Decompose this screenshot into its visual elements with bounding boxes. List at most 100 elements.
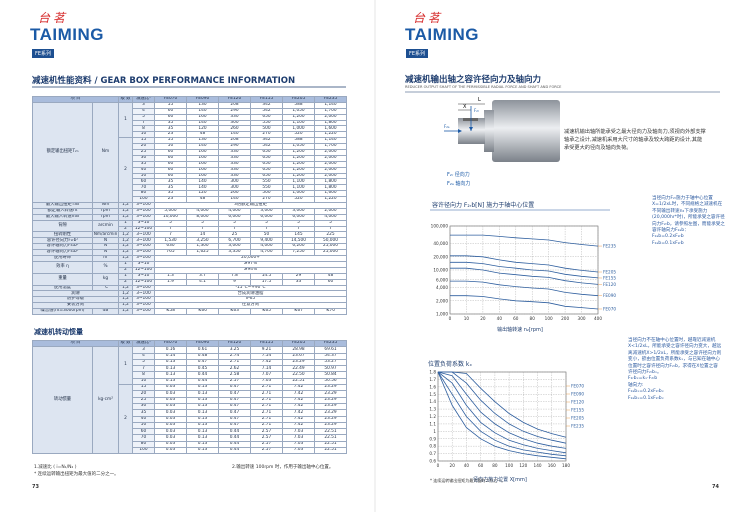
y-tick-label: 1,000 — [436, 312, 448, 317]
legend-label: FE155 — [603, 276, 616, 281]
flange — [484, 110, 494, 152]
table-row: 40 0.03 0.13 0.47 2.71 7.42 23.29 — [33, 415, 347, 423]
y-tick-label: 1.1 — [429, 421, 436, 426]
value-cell: 1,800 — [314, 184, 347, 192]
table-row: 5 0.13 0.47 2.71 7.42 23.29 53.27 — [33, 358, 347, 367]
value-cell: ≤65 — [250, 308, 283, 315]
page-number: 74 — [712, 484, 719, 490]
value-cell: 1,800 — [314, 178, 347, 186]
value-cell: 22.51 — [314, 447, 347, 455]
legend-label: FE155 — [571, 408, 584, 413]
item-cell: 额定输出扭矩T₂ₙ — [32, 101, 93, 204]
y-tick-label: 1 — [433, 429, 436, 434]
legend-label: FE090 — [603, 293, 616, 298]
ratio-cell: 12~100 — [132, 225, 155, 233]
table-row: 70 35 140 300 550 1,100 1,800 — [33, 184, 347, 192]
unit-cell: % — [92, 260, 119, 274]
stage-cell: 1 — [118, 101, 133, 139]
logo: TAIMING — [405, 25, 480, 44]
value-cell: ≤58 — [154, 308, 187, 315]
table-row: 60 35 140 300 550 1,100 1,800 — [33, 178, 347, 186]
value-cell: 0.44 — [218, 447, 251, 455]
x-tick-label: 180 — [562, 463, 570, 468]
table-row: 50 60 160 330 650 1,200 2,000 — [33, 172, 347, 180]
value-cell: 54.37 — [314, 352, 347, 360]
stage-cell: 1,2 — [118, 308, 133, 315]
value-cell: ≤60 — [186, 308, 219, 315]
unit-cell: kg·cm² — [92, 346, 119, 455]
table-row: 容许轴向力F₂ₐb³ N 1,2 3~100 765 1,625 3,350 4,700 7,2… — [32, 249, 347, 257]
unit-cell: Nm — [92, 101, 119, 204]
side-note-line: 当径向力不在轴中心位置时，越靠近减速机X<1/2xL，所能承受之容许径向力变大，… — [628, 338, 722, 376]
side-note-line: F₂ₐb=0.1xF₂ᵣb — [652, 240, 684, 246]
value-cell: 4,000 — [314, 213, 347, 221]
shaft-diagram: L X F₂ᵣ F₂ₐ F₂ᵣ 径向力 F₂ₐ 轴向力 — [444, 97, 560, 187]
value-cell: 22.51 — [314, 434, 347, 442]
y-tick-label: 4,000 — [436, 285, 448, 290]
ratio-cell: 3~100 — [132, 308, 155, 315]
value-cell: 23.29 — [314, 390, 347, 398]
legend-label: FE120 — [571, 400, 584, 405]
x-tick-label: 140 — [534, 463, 542, 468]
radial-legend: F₂ᵣ 径向力 — [447, 171, 470, 178]
table-row: 7 0.13 0.45 2.62 7.14 22.49 50.97 — [33, 365, 347, 373]
series-line — [450, 261, 599, 279]
value-cell: 1,600 — [314, 125, 347, 133]
table-row: 最大输出扭矩T₂B Nm 1,2 3~100 3倍额定输出扭矩 — [32, 202, 347, 209]
table-row: 最大输入转速n₁B rpm 1,2 3~100 10,000 8,000 6,000 6,00… — [32, 213, 347, 221]
table-row: 25 0.03 0.13 0.47 2.71 7.42 23.29 — [33, 396, 347, 404]
legend-label: FE070 — [603, 306, 616, 311]
series-tag: FE系列 — [32, 49, 55, 58]
value-cell: 2,000 — [314, 207, 347, 215]
x-tick-label: 20 — [450, 463, 456, 468]
table-row: 50 0.03 0.13 0.47 2.71 7.42 23.29 — [33, 421, 347, 430]
table-row: 30 0.03 0.13 0.47 2.71 7.42 23.29 — [33, 402, 347, 411]
table-row: 100 23 48 140 270 520 1,220 — [33, 196, 347, 204]
unit-cell: kg — [92, 272, 119, 286]
series-line — [437, 371, 567, 449]
header-row: 项 目级 数减速比¹ FE070 FE090 FE120 FE155 FE205 FE235 — [32, 96, 347, 103]
keyway — [463, 118, 478, 121]
stage-cell: 1 — [118, 346, 133, 386]
axial-legend: F₂ₐ 轴向力 — [447, 180, 470, 187]
side-note: 当径向力不在轴中心位置时，越靠近减速机X<1/2xL，所能承受之容许径向力变大，… — [628, 338, 722, 402]
y-tick-label: 2,000 — [436, 298, 448, 303]
x-tick-label: 120 — [519, 463, 527, 468]
gearbox-body — [492, 100, 560, 162]
table-row: 4 0.14 0.48 2.74 7.54 23.67 54.37 — [33, 352, 347, 360]
header-row: 项 目级 数减速比¹ FE070 FE090 FE120 FE155 FE205 FE235 — [32, 339, 347, 348]
y-tick-label: 1.8 — [429, 370, 436, 375]
value-cell: 1,700 — [314, 143, 347, 151]
table-row: 35 60 160 330 650 1,200 2,000 — [33, 160, 347, 168]
y-tick-label: 1.3 — [429, 407, 436, 412]
radial-arrow-label: F₂ᵣ — [474, 108, 480, 113]
series-line — [437, 371, 567, 460]
header-cell: 级 数 — [118, 96, 133, 103]
value-cell: 50.97 — [314, 365, 347, 373]
value-cell: 2,000 — [314, 166, 347, 174]
header-cell: 级 数 — [118, 339, 133, 348]
legend-label: FE205 — [571, 416, 584, 421]
series-line — [450, 267, 599, 285]
series-tag: FE系列 — [406, 49, 429, 58]
value-cell: 225 — [314, 231, 347, 239]
value-cell: ≤70 — [314, 308, 347, 315]
value-cell: 69.61 — [314, 346, 347, 354]
table-row: 额定输入转速n₁ rpm 1,2 3~100 5,000 4,000 4,000 3,000 3… — [32, 207, 347, 215]
y-tick-label: 1.6 — [429, 384, 436, 389]
x-tick-label: 10 — [464, 316, 470, 321]
side-note-line: 轴向力: — [628, 382, 644, 388]
x-tick-label: 40 — [497, 316, 503, 321]
y-tick-label: 0.6 — [429, 459, 436, 464]
table-row: 转动惯量 kg·cm² 1 3 0.16 0.61 3.25 9.21 28.98 69.61 — [32, 346, 347, 455]
table-row: 7 35 140 300 550 1,100 1,800 — [33, 119, 347, 127]
value-cell: 23.29 — [314, 421, 347, 430]
x-tick-label: 0 — [449, 316, 452, 321]
legend-label: FE205 — [603, 270, 616, 275]
unit-cell: dB — [92, 308, 119, 315]
table-row: 容许轴向力F₂ₐb² N 1,2 3~100 630 1,300 3,000 4,000 6,2… — [32, 243, 347, 251]
ratio-cell: 100 — [132, 447, 155, 455]
table-row: 70 0.03 0.13 0.44 2.57 7.03 22.51 — [33, 434, 347, 442]
footnote: * 连续运转输出扭矩为最大值的二分之一。 — [34, 472, 119, 477]
